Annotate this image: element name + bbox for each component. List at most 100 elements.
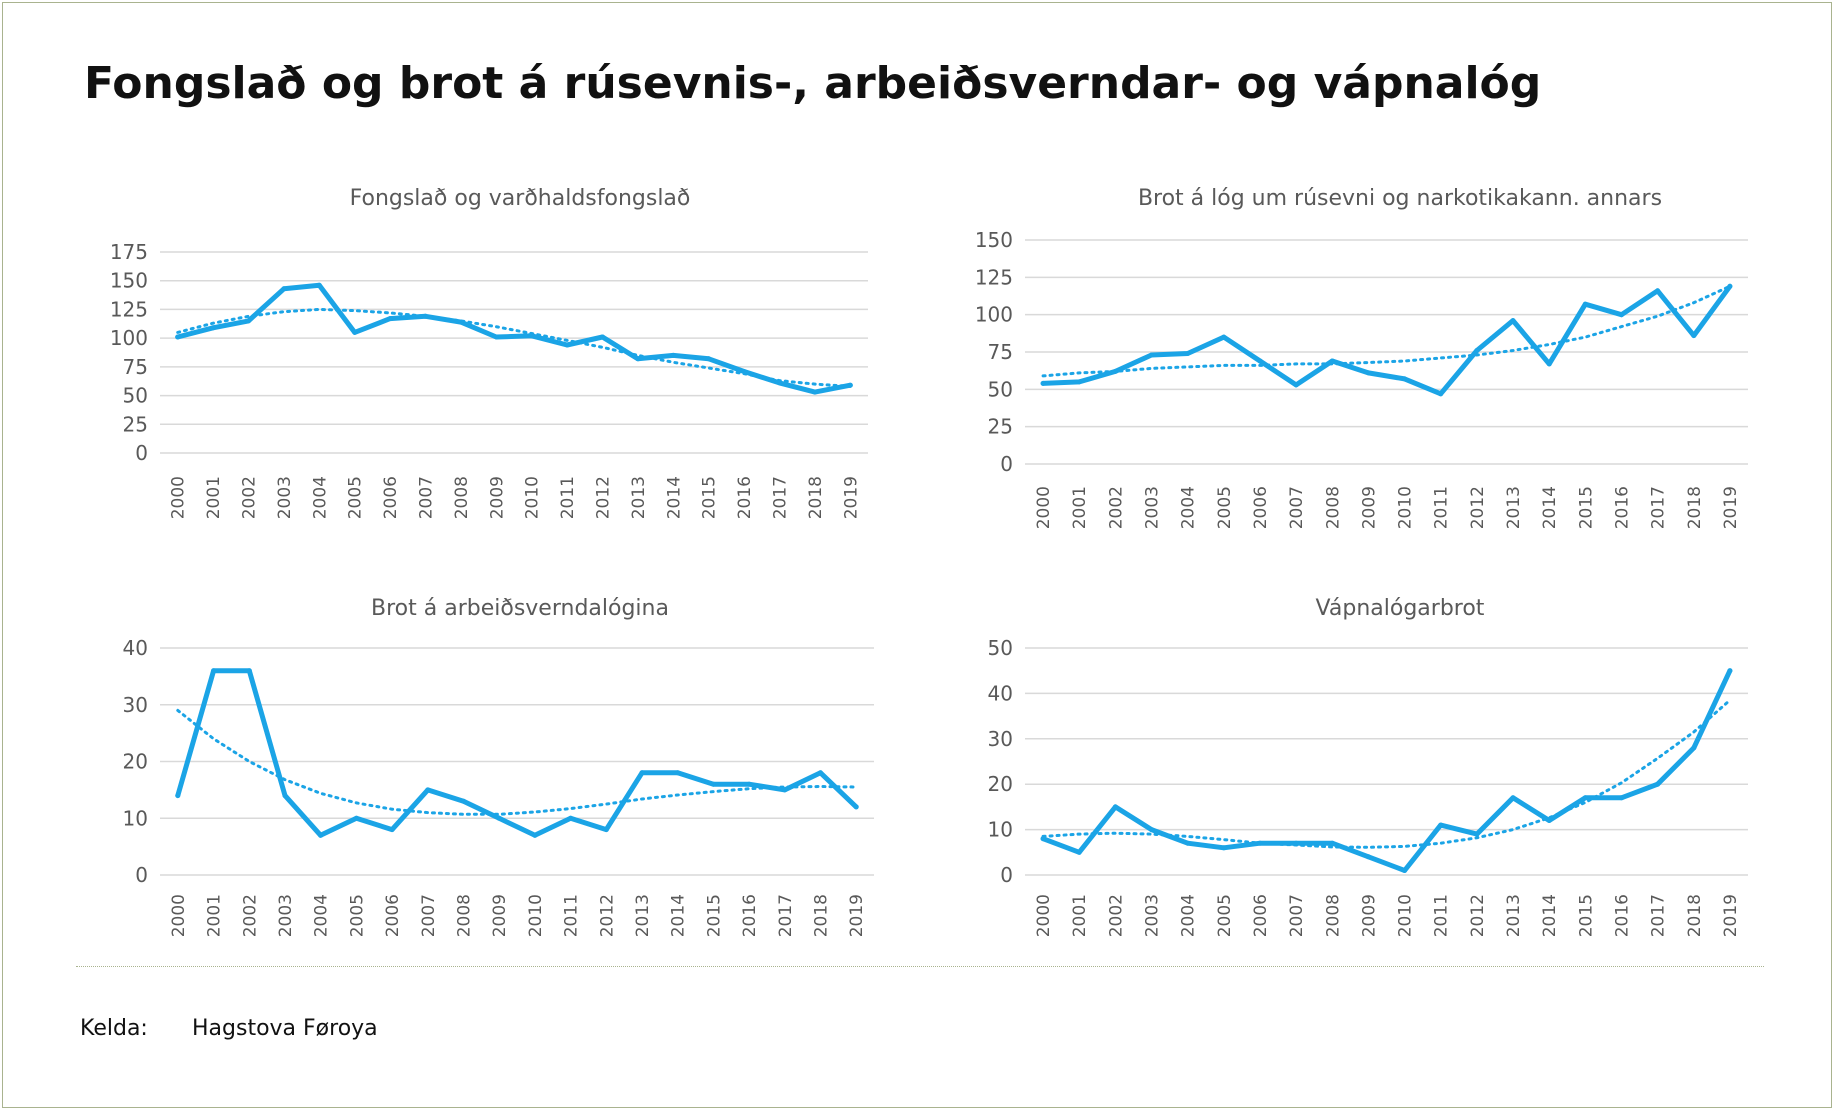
x-tick-label: 2011 bbox=[562, 894, 582, 937]
data-point bbox=[1438, 822, 1444, 828]
data-point bbox=[635, 356, 641, 362]
chart-title: Brot á lóg um rúsevni og narkotikakann. … bbox=[1137, 186, 1663, 211]
data-point bbox=[1040, 836, 1046, 842]
x-tick-label: 2008 bbox=[1323, 486, 1343, 529]
data-point bbox=[746, 781, 752, 787]
y-tick-label: 25 bbox=[123, 412, 148, 436]
chart-panel-rusevni: Brot á lóg um rúsevni og narkotikakann. … bbox=[930, 186, 1830, 606]
x-tick-label: 2011 bbox=[1432, 894, 1452, 937]
y-tick-label: 0 bbox=[135, 863, 148, 887]
trendline bbox=[176, 708, 858, 816]
data-point bbox=[1655, 781, 1661, 787]
data-point bbox=[1221, 845, 1227, 851]
data-point bbox=[210, 325, 216, 331]
x-tick-label: 2001 bbox=[1070, 894, 1090, 937]
series-line bbox=[1040, 668, 1733, 873]
x-tick-label: 2011 bbox=[1432, 486, 1452, 529]
data-point bbox=[1402, 376, 1408, 382]
data-point bbox=[1510, 795, 1516, 801]
x-tick-label: 2018 bbox=[806, 476, 826, 519]
x-tick-label: 2019 bbox=[1721, 894, 1741, 937]
chart-panel-vapnalog: Vápnalógarbrot 0 10 20 30 40 50 2000 2001 2002 20… bbox=[930, 596, 1830, 1016]
x-tick-label: 2001 bbox=[205, 894, 225, 937]
chart-svg-rusevni: 0 25 50 75 100 125 150 2000 2001 2002 2003 2004 2005… bbox=[975, 228, 1748, 529]
y-tick-label: 150 bbox=[110, 269, 148, 293]
y-tick-label: 20 bbox=[123, 750, 148, 774]
y-tick-label: 100 bbox=[110, 326, 148, 350]
data-point bbox=[1727, 668, 1733, 674]
y-tick-label: 40 bbox=[123, 636, 148, 660]
x-tick-label: 2003 bbox=[1143, 894, 1163, 937]
x-tick-label: 2015 bbox=[704, 894, 724, 937]
x-tick-label: 2012 bbox=[1468, 894, 1488, 937]
data-point bbox=[1112, 368, 1118, 374]
trendline bbox=[1041, 284, 1732, 378]
x-tick-label: 2010 bbox=[523, 476, 543, 519]
chart-title: Brot á arbeiðsverndalógina bbox=[371, 596, 669, 621]
chart-panel-arbeidsvernd: Brot á arbeiðsverndalógina 0 10 20 30 40 2000… bbox=[60, 596, 960, 1016]
y-tick-label: 50 bbox=[988, 377, 1013, 401]
data-point bbox=[423, 313, 428, 319]
x-tick-label: 2017 bbox=[1649, 894, 1669, 937]
data-point bbox=[1619, 312, 1624, 318]
x-tick-label: 2014 bbox=[1540, 894, 1560, 937]
x-tick-label: 2017 bbox=[771, 476, 791, 519]
y-tick-label: 50 bbox=[988, 636, 1013, 660]
x-tick-label: 2006 bbox=[1251, 486, 1271, 529]
x-tick-label: 2003 bbox=[275, 476, 295, 519]
trendline bbox=[176, 307, 852, 388]
data-point bbox=[706, 356, 712, 362]
data-point bbox=[741, 369, 747, 374]
x-tick-label: 2015 bbox=[700, 476, 720, 519]
data-point bbox=[1474, 348, 1480, 353]
x-tick-label: 2008 bbox=[1323, 894, 1343, 937]
x-tick-label: 2016 bbox=[740, 894, 760, 937]
data-point bbox=[1185, 840, 1191, 846]
data-point bbox=[670, 352, 676, 358]
x-tick-label: 2008 bbox=[454, 894, 474, 937]
main-title: Fongslað og brot á rúsevnis-, arbeiðsver… bbox=[84, 58, 1542, 109]
x-tick-label: 2014 bbox=[1540, 486, 1560, 529]
divider bbox=[76, 966, 1764, 967]
data-point bbox=[1221, 334, 1227, 340]
data-point bbox=[675, 770, 681, 776]
x-tick-label: 2019 bbox=[1721, 486, 1741, 529]
y-tick-label: 100 bbox=[975, 303, 1013, 327]
y-tick-label: 0 bbox=[135, 441, 148, 465]
x-tick-label: 2002 bbox=[1106, 894, 1126, 937]
x-tick-label: 2010 bbox=[1396, 894, 1416, 937]
data-point bbox=[639, 770, 645, 776]
data-point bbox=[818, 770, 823, 776]
y-tick-label: 10 bbox=[123, 806, 148, 830]
data-point bbox=[1546, 361, 1552, 367]
data-point bbox=[1582, 301, 1588, 307]
x-tick-label: 2006 bbox=[381, 476, 401, 519]
y-tick-label: 0 bbox=[1000, 452, 1013, 476]
x-tick-label: 2014 bbox=[664, 476, 684, 519]
x-tick-label: 2016 bbox=[1612, 894, 1632, 937]
y-tick-label: 125 bbox=[975, 265, 1013, 289]
data-point bbox=[493, 334, 499, 340]
data-point bbox=[461, 798, 466, 804]
chart-svg-fongslad: 0 25 50 75 100 125 150 175 2000 2001 2002 2003 2004 2… bbox=[110, 240, 868, 519]
x-tick-label: 2005 bbox=[346, 476, 366, 519]
data-point bbox=[710, 781, 716, 787]
data-point bbox=[246, 668, 252, 674]
x-tick-label: 2016 bbox=[735, 476, 755, 519]
data-point bbox=[1691, 333, 1697, 339]
x-tick-label: 2017 bbox=[1649, 486, 1669, 529]
x-tick-label: 2006 bbox=[383, 894, 403, 937]
x-tick-label: 2015 bbox=[1576, 486, 1596, 529]
data-point bbox=[1076, 379, 1082, 385]
x-tick-label: 2009 bbox=[1359, 486, 1379, 529]
source-value: Hagstova Føroya bbox=[192, 1016, 378, 1041]
data-point bbox=[1329, 358, 1335, 364]
x-tick-label: 2003 bbox=[1143, 486, 1163, 529]
y-tick-label: 20 bbox=[988, 772, 1013, 796]
data-point bbox=[246, 318, 251, 324]
x-tick-label: 2016 bbox=[1612, 486, 1632, 529]
y-tick-label: 30 bbox=[988, 727, 1013, 751]
data-point bbox=[564, 342, 570, 348]
x-tick-label: 2005 bbox=[1215, 486, 1235, 529]
data-point bbox=[532, 832, 538, 838]
